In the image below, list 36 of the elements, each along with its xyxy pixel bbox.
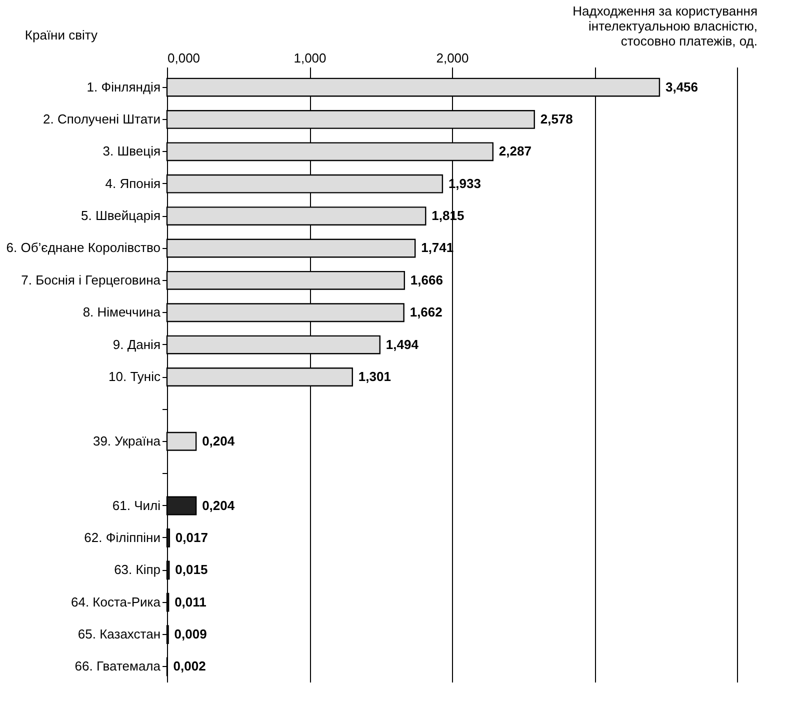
y-tick-label: 65. Казахстан xyxy=(78,626,160,642)
data-label: 0,015 xyxy=(175,562,208,578)
x-tick-label: 0,000 xyxy=(168,50,200,66)
y-tick-label: 1. Фінляндія xyxy=(86,79,160,94)
y-axis-title: Країни світу xyxy=(24,28,98,42)
y-tick-label: 62. Філіппіни xyxy=(84,530,160,545)
data-label: 1,662 xyxy=(410,304,442,320)
y-tick-label: 6. Об’єднане Королівство xyxy=(6,240,160,256)
y-tick-label: 66. Гватемала xyxy=(74,658,162,674)
y-tick-label: 4. Японія xyxy=(105,176,160,191)
y-tick-label: 3. Швеція xyxy=(102,144,160,159)
y-tick-label: 63. Кіпр xyxy=(114,562,160,578)
y-tick-label: 7. Боснія і Герцеговина xyxy=(21,272,162,288)
y-tick-label: 5. Швейцарія xyxy=(81,208,160,224)
x-axis-title: Надходження за користування інтелектуальною власністю, стосовно платежів, од. xyxy=(572,4,758,48)
data-label: 0,011 xyxy=(174,594,206,610)
x-tick-label: 2,000 xyxy=(436,50,469,66)
x-tick-label: 1,000 xyxy=(294,50,326,66)
data-label: 2,287 xyxy=(498,144,532,159)
y-tick-label: 9. Данія xyxy=(112,336,160,352)
data-label: 0,009 xyxy=(174,626,207,642)
data-label: 1,494 xyxy=(386,336,420,352)
data-label: 0,017 xyxy=(175,530,208,545)
y-tick-label: 10. Туніс xyxy=(108,369,161,384)
y-tick-label: 39. Україна xyxy=(92,433,162,448)
data-label: 2,578 xyxy=(540,111,573,126)
y-tick-label: 2. Сполучені Штати xyxy=(43,111,160,126)
y-tick-label: 64. Коста-Рика xyxy=(71,594,162,610)
data-label: 0,204 xyxy=(202,498,236,513)
data-label: 1,666 xyxy=(410,272,443,288)
data-label: 0,204 xyxy=(202,433,236,448)
data-label: 0,002 xyxy=(173,658,206,674)
data-label: 3,456 xyxy=(665,79,698,94)
data-label: 1,301 xyxy=(358,369,391,384)
y-tick-label: 8. Німеччина xyxy=(82,304,162,320)
y-tick-label: 61. Чилі xyxy=(112,498,161,513)
